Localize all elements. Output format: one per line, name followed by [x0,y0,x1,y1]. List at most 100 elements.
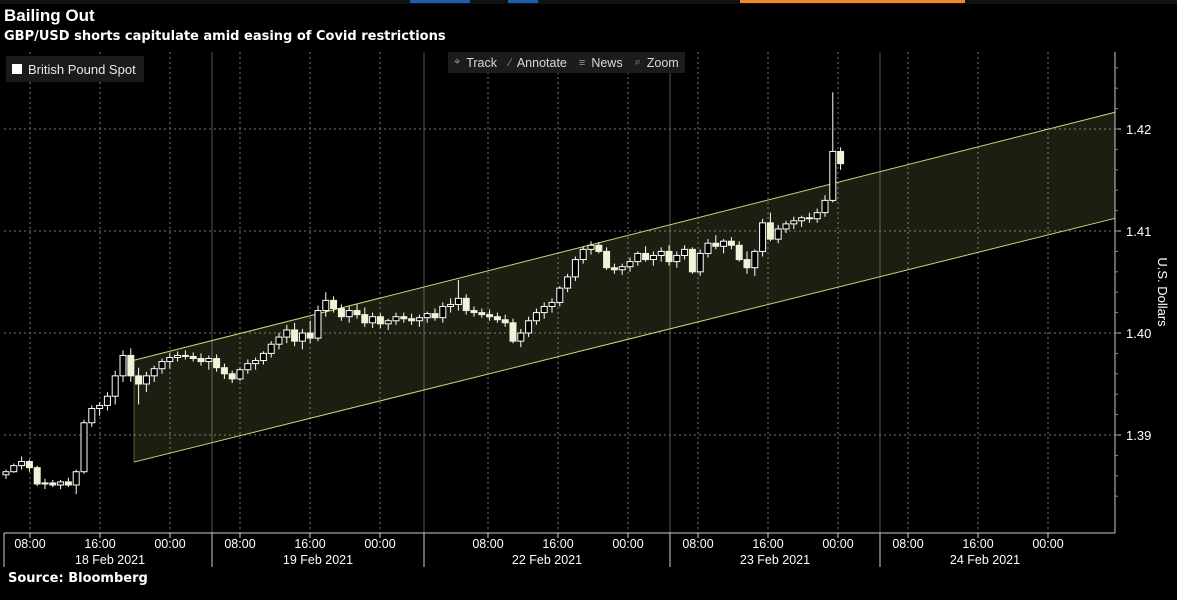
candle-body [673,254,681,263]
chart-toolbar: ⌖ Track ∕ Annotate ≡ News ⌕ Zoom [448,52,685,73]
candle-body [127,354,135,377]
candle [673,251,681,268]
candle-body [532,312,540,322]
candle [259,351,267,365]
candle [579,246,587,264]
candle-body [618,266,626,271]
candle [267,341,275,358]
candle [181,350,189,360]
candle-body [540,305,548,314]
candle-body [135,375,143,385]
candle-body [41,482,49,485]
candle [821,195,829,217]
candle [10,463,18,473]
annotate-button[interactable]: ∕ Annotate [503,56,573,70]
candle [774,224,782,244]
top-tab-secondary[interactable] [508,0,538,3]
candle [759,218,767,257]
candle-body [392,316,400,322]
candle-body [571,259,579,278]
candle [704,239,712,258]
candle-body [345,310,353,318]
candle-body [111,375,119,397]
channel-upper-line [133,111,1116,361]
candle-body [525,320,533,334]
candle [25,459,33,472]
candle-body [408,318,416,322]
candle [517,328,525,348]
candle-body [142,375,150,385]
candle-body [80,422,88,473]
candle-body [649,254,657,261]
candle [291,322,299,347]
candle [275,333,283,350]
candle-body [119,354,127,377]
candle-body [634,252,642,263]
candle-body [470,310,478,314]
date-label: 22 Feb 2021 [512,553,582,567]
candle [353,304,361,319]
candle [540,302,548,319]
candle-body [517,332,525,342]
news-label: News [591,55,623,70]
candle [688,247,696,274]
candle-body [158,361,166,370]
y-tick-label: 1.41 [1126,224,1151,239]
candle [57,479,65,490]
candle-body [384,320,392,325]
candle-body [821,199,829,214]
x-tick-label: 16:00 [294,537,325,551]
candle [501,314,509,327]
x-tick-label: 08:00 [472,537,503,551]
track-button[interactable]: ⌖ Track [448,56,503,70]
x-tick-label: 08:00 [14,537,45,551]
candle [49,479,57,488]
chart-subtitle: GBP/USD shorts capitulate amid easing of… [4,29,446,44]
x-tick-label: 00:00 [364,537,395,551]
candle [33,465,41,486]
candle [727,237,735,250]
candle-body [72,471,80,486]
candle-body [103,395,111,406]
candle [603,247,611,270]
candle-body [337,308,345,318]
candle [509,318,517,344]
top-tab-highlight[interactable] [740,0,965,3]
candle-body [782,223,790,230]
candle [486,309,494,321]
candle [103,392,111,411]
x-tick-label: 00:00 [154,537,185,551]
magnifier-icon: ⌕ [634,56,641,68]
x-tick-label: 00:00 [822,537,853,551]
x-tick-label: 16:00 [752,537,783,551]
x-tick-label: 08:00 [224,537,255,551]
top-tab-active[interactable] [410,0,470,3]
candle [798,215,806,227]
candle-body [603,250,611,269]
candle-body [244,363,252,371]
zoom-button[interactable]: ⌕ Zoom [629,56,685,70]
candle [150,365,158,382]
candle [345,306,353,323]
candle-body [150,368,158,377]
candle [720,239,728,254]
candle [252,357,260,370]
candle-body [267,343,275,354]
candle [127,348,135,382]
candle [2,469,10,479]
candle [751,249,759,276]
news-button[interactable]: ≡ News [573,56,629,70]
candle [782,220,790,234]
candle-body [696,252,704,273]
candle-body [595,244,603,252]
candle-body [439,305,447,319]
candle-body [33,467,41,485]
candle-body [610,267,618,271]
legend[interactable]: British Pound Spot [6,56,144,82]
x-tick-label: 00:00 [1032,537,1063,551]
candle [228,370,236,383]
candle [564,273,572,293]
candle [41,478,49,490]
candle [595,242,603,254]
candle [431,308,439,321]
